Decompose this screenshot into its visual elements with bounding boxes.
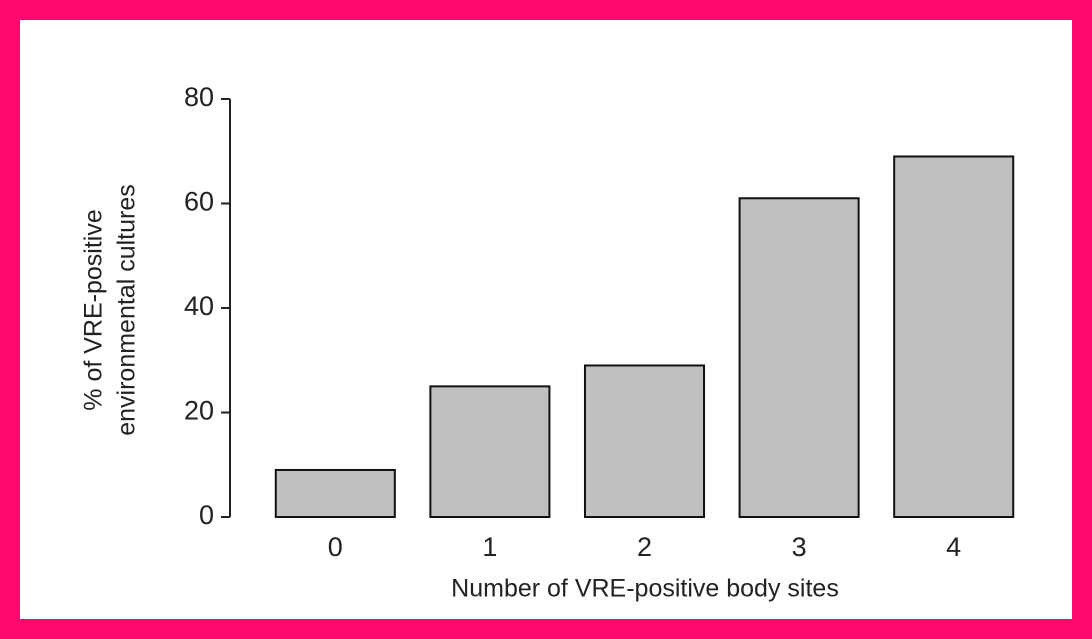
bar bbox=[274, 468, 396, 519]
x-axis-title: Number of VRE-positive body sites bbox=[451, 575, 839, 603]
bar bbox=[429, 385, 551, 518]
y-axis-title: % of VRE-positive bbox=[80, 209, 108, 410]
y-tick-label: 0 bbox=[199, 500, 214, 530]
x-tick-label: 3 bbox=[792, 532, 807, 562]
y-tick-label: 60 bbox=[184, 187, 214, 217]
y-tick-label: 40 bbox=[184, 291, 214, 321]
x-tick-label: 1 bbox=[482, 532, 497, 562]
y-axis-title: environmental cultures bbox=[113, 184, 141, 436]
x-tick-label: 4 bbox=[946, 532, 961, 562]
bar bbox=[583, 364, 706, 518]
x-tick-label: 0 bbox=[328, 532, 343, 562]
bar bbox=[738, 197, 860, 518]
y-tick-label: 80 bbox=[184, 82, 214, 112]
x-tick-label: 2 bbox=[637, 532, 652, 562]
y-tick-label: 20 bbox=[184, 396, 214, 426]
bar bbox=[893, 155, 1015, 518]
